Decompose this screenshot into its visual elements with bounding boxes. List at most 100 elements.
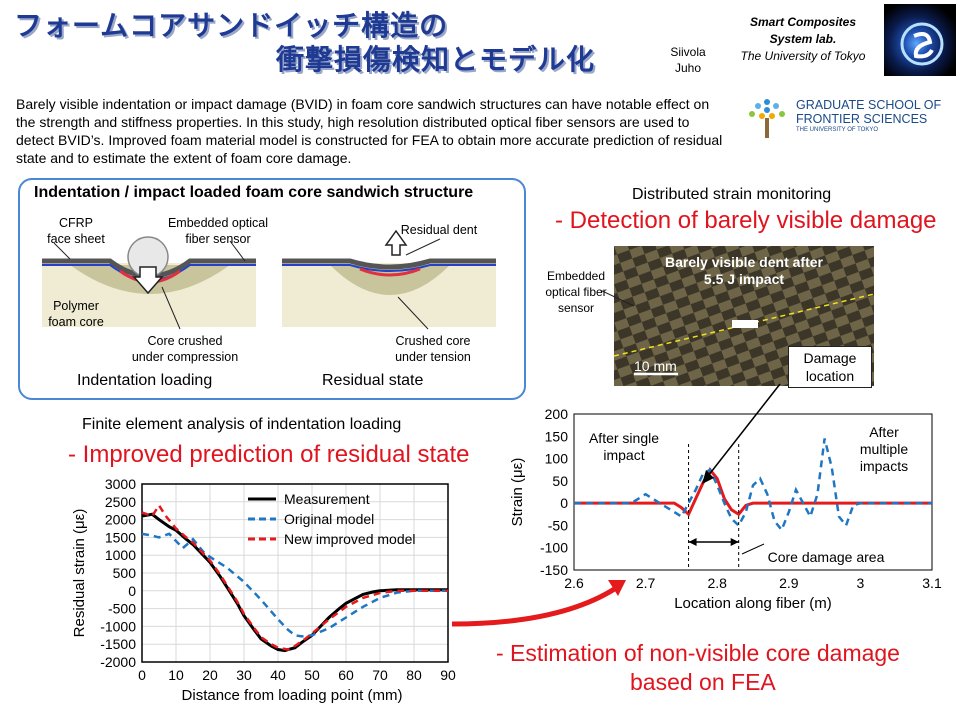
y-tick-label: 1000	[105, 547, 136, 563]
lab-logo	[884, 4, 956, 76]
dent-glint	[732, 320, 758, 328]
y-tick-label: 2000	[105, 512, 136, 528]
up-arrow-icon	[384, 229, 408, 256]
y-tick-label: -1000	[100, 618, 136, 634]
authors: Siivola Juho	[664, 44, 712, 76]
down-arrow-icon	[132, 266, 164, 295]
school-logo: GRADUATE SCHOOL OF FRONTIER SCIENCES THE…	[744, 92, 954, 142]
x-tick-label: 3.1	[922, 575, 942, 591]
legend-label: New improved model	[284, 531, 416, 547]
annotation-multiple-impacts: multiple	[860, 441, 908, 457]
damage-pointer-arrowhead	[702, 470, 714, 484]
label-fiber: Embedded optical fiber sensor	[167, 216, 269, 246]
tree-icon	[749, 99, 785, 138]
fiber-xlabel: Location along fiber (m)	[674, 595, 832, 612]
y-tick-label: 50	[552, 473, 568, 489]
lab-university: The University of Tokyo	[740, 49, 866, 63]
x-tick-label: 2.7	[636, 575, 656, 591]
fiber-callout: Embedded optical fiber sensor	[545, 269, 607, 315]
author-surname: Siivola	[670, 45, 706, 59]
x-tick-label: 0	[138, 667, 146, 683]
x-tick-label: 2.9	[779, 575, 799, 591]
swirl-logo-icon	[900, 22, 944, 66]
label-crushed-compression: Core crushed under compression	[131, 334, 239, 364]
arrowhead-left-icon	[688, 538, 697, 546]
x-tick-label: 60	[338, 667, 354, 683]
y-tick-label: 200	[545, 406, 569, 422]
y-tick-label: -500	[108, 601, 136, 617]
label-crushed-tension: Crushed core under tension	[395, 334, 471, 364]
y-tick-label: 2500	[105, 494, 136, 510]
y-tick-label: 500	[113, 565, 137, 581]
label-residual-dent: Residual dent	[400, 223, 478, 237]
core-area-leader	[741, 543, 765, 555]
y-tick-label: -150	[540, 562, 568, 578]
fea-legend: Measurement Original model New improved mo…	[248, 491, 416, 547]
y-tick-label: 3000	[105, 478, 136, 492]
damage-pointer-line	[707, 383, 781, 477]
x-tick-label: 30	[236, 667, 252, 683]
annotation-single-impact: After single	[589, 430, 659, 446]
arrowhead-right-icon	[730, 538, 739, 546]
caption-indentation: Indentation loading	[77, 372, 213, 389]
legend-label: Original model	[284, 511, 374, 527]
lab-name-1: Smart Composites	[749, 15, 857, 29]
photo-label: Barely visible dent after 5.5 J impact	[665, 254, 823, 287]
series-line-0	[574, 467, 932, 517]
damage-location-box: Damage location	[788, 346, 872, 388]
series-line-1	[141, 532, 448, 638]
y-tick-label: -1500	[100, 636, 136, 652]
y-tick-label: 1500	[105, 529, 136, 545]
connector-arrows	[451, 383, 781, 627]
fea-xlabel: Distance from loading point (mm)	[182, 687, 403, 704]
fea-subtitle: - Improved prediction of residual state	[68, 441, 470, 468]
fiber-ylabel: Strain (με)	[509, 458, 526, 527]
y-tick-label: 150	[545, 428, 569, 444]
x-tick-label: 20	[202, 667, 218, 683]
estimation-line-2: based on FEA	[630, 669, 776, 695]
estimation-arrow	[451, 585, 618, 627]
school-name-1: GRADUATE SCHOOL OF	[796, 98, 942, 112]
title-line-1: フォームコアサンドイッチ構造の	[14, 9, 449, 42]
school-name-2: FRONTIER SCIENCES	[796, 112, 928, 126]
annotation-multiple-impacts: After	[869, 424, 899, 440]
lab-affiliation: Smart Composites System lab. The Univers…	[726, 14, 880, 65]
label-cfrp: CFRP face sheet	[47, 216, 105, 246]
monitoring-subtitle: - Detection of barely visible damage	[555, 207, 937, 234]
fea-ylabel: Residual strain (με)	[71, 509, 88, 638]
annotation-core-area: Core damage area	[768, 549, 885, 565]
x-tick-label: 80	[406, 667, 422, 683]
series-line-0	[141, 512, 448, 653]
school-university: THE UNIVERSITY OF TOKYO	[796, 127, 879, 133]
x-tick-label: 2.8	[707, 575, 727, 591]
fea-plot-frame	[141, 483, 449, 663]
x-tick-label: 2.6	[564, 575, 584, 591]
x-tick-label: 3	[857, 575, 865, 591]
series-line-2	[141, 503, 448, 651]
annotation-single-impact: impact	[603, 447, 644, 463]
x-tick-label: 10	[168, 667, 184, 683]
x-tick-label: 40	[270, 667, 286, 683]
scale-label: 10 mm	[634, 358, 677, 374]
title-line-2: 衝撃損傷検知とモデル化	[276, 43, 596, 76]
x-tick-label: 90	[440, 667, 456, 683]
schematic-title: Indentation / impact loaded foam core sa…	[34, 184, 474, 201]
x-tick-label: 70	[372, 667, 388, 683]
annotation-multiple-impacts: impacts	[860, 458, 908, 474]
label-foam: Polymer foam core	[48, 299, 104, 329]
monitoring-title: Distributed strain monitoring	[632, 186, 832, 203]
fiber-chart: 2.6 2.7 2.8 2.9 3 3.1200150100500-50-100-150 …	[509, 406, 942, 612]
sandwich-schematic	[42, 229, 496, 330]
author-given-name: Juho	[674, 61, 702, 75]
fea-title: Finite element analysis of indentation l…	[82, 416, 402, 433]
crushed-zone-right	[330, 265, 450, 295]
estimation-arrowhead	[608, 580, 626, 596]
x-tick-label: 50	[304, 667, 320, 683]
abstract-text: Barely visible indentation or impact dam…	[16, 96, 723, 166]
fiber-callout-line	[600, 289, 635, 307]
y-tick-label: -2000	[100, 654, 136, 670]
y-tick-label: 0	[128, 583, 136, 599]
y-tick-label: -100	[540, 540, 568, 556]
legend-label: Measurement	[284, 491, 370, 507]
